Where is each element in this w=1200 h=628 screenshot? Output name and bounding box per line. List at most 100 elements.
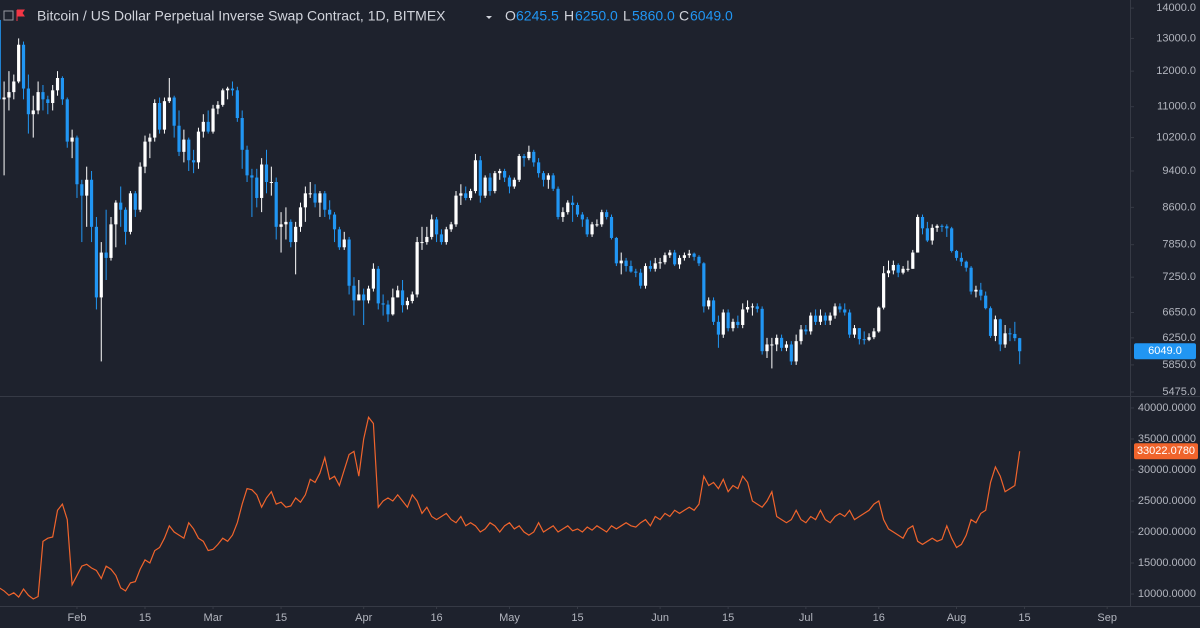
candle-body [99,252,103,298]
candle-body [289,221,293,243]
indicator-line [0,415,1021,600]
dropdown-icon[interactable] [486,16,492,19]
candle-body [128,193,133,232]
candle-body [575,204,580,215]
candle-body [191,160,196,163]
x-tick-label: Sep [1097,612,1117,624]
candle-body [702,263,706,307]
ohlc-key: L [623,8,631,24]
candle-body [201,121,205,132]
flag-icon[interactable] [16,9,25,21]
y-tick-label: 40000.0000 [1138,402,1196,414]
expand-icon[interactable] [3,10,14,21]
candle-body [70,137,74,142]
candle-body [532,151,536,163]
candle-body [391,297,395,315]
candle-body [1013,333,1017,339]
y-tick-label: 10000.0000 [1138,588,1196,600]
candle-body [7,92,11,98]
candle-body [235,90,239,119]
candle-body [940,225,944,227]
candle-body [240,118,244,150]
candle-body [415,242,419,295]
candle-body [80,184,84,196]
candle-body [75,137,79,185]
candle-body [745,307,750,310]
candle-body [945,226,949,229]
candle-body [677,257,682,265]
candle-body [148,137,152,142]
candle-body [133,193,137,210]
candle-body [974,289,978,292]
y-tick-label: 30000.0000 [1138,464,1196,476]
candle-body [362,294,366,301]
candle-body [760,308,764,352]
candle-body [818,315,823,322]
y-tick-label: 12000.0 [1156,65,1196,77]
x-tick-label: 15 [571,612,583,624]
candle-body [930,227,934,241]
candle-body [998,319,1002,345]
candle-body [284,221,288,225]
candle-body [852,328,857,335]
candle-body [954,250,959,258]
candle-body [216,104,220,109]
candle-body [755,306,759,309]
candle-body [400,290,405,306]
candle-body [104,252,108,258]
candle-body [901,268,905,273]
candle-body [906,268,910,270]
y-tick-label: 7250.0 [1162,271,1196,283]
candle-body [36,92,40,111]
candle-body [653,263,657,269]
y-tick-label: 11000.0 [1157,101,1196,113]
candle-body [449,224,453,230]
x-tick-label: Mar [204,612,223,624]
candle-body [648,266,652,269]
candle-body [85,179,89,196]
candle-body [765,344,769,352]
candle-body [959,257,963,262]
candle-body [988,308,993,336]
x-tick-label: 15 [275,612,287,624]
candle-body [629,266,633,272]
candle-body [221,90,225,105]
y-tick-label: 20000.0000 [1138,526,1196,538]
candle-body [877,307,881,332]
candle-body [298,207,303,227]
candle-body [55,78,60,91]
candle-body [172,97,176,126]
candle-body [595,224,599,226]
candle-body [410,294,414,301]
candle-body [687,253,691,256]
candle-body [226,88,230,91]
candle-body [517,156,521,180]
candle-body [682,255,686,258]
candle-body [580,214,584,220]
candle-body [823,315,827,321]
candle-body [255,177,259,198]
candle-body [498,170,502,174]
x-tick-label: Jun [651,612,669,624]
ohlc-key: H [564,8,574,24]
candle-body [434,219,439,235]
y-tick-label: 6650.0 [1162,306,1196,318]
candle-body [211,108,215,132]
ohlc-value: 5860.0 [632,8,675,24]
candle-body [123,209,128,232]
candle-body [182,139,186,152]
y-tick-label: 13000.0 [1156,32,1196,44]
candle-body [347,239,351,286]
candle-body [692,253,696,257]
candle-body [867,337,871,340]
candle-body [711,300,716,322]
candle-body [439,234,444,243]
candle-body [741,309,745,325]
candle-body [328,209,332,215]
y-tick-label: 15000.0000 [1138,557,1196,569]
x-tick-label: May [499,612,520,624]
candle-body [177,125,181,152]
y-tick-label: 7850.0 [1162,239,1196,251]
candle-body [196,131,201,163]
candle-body [634,271,638,273]
